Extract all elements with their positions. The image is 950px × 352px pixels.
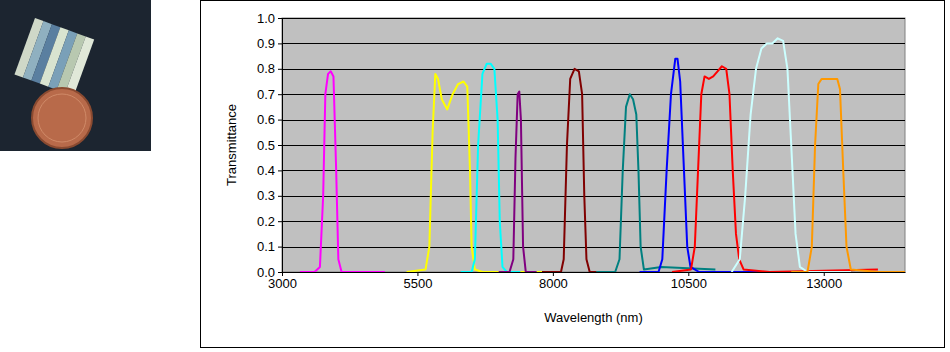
y-tick: 0.1: [257, 239, 282, 254]
grid-line: [282, 120, 905, 121]
y-tick: 0.6: [257, 112, 282, 127]
y-axis: 0.00.10.20.30.40.50.60.70.80.91.0: [257, 11, 283, 280]
y-axis-title: Transmittance: [224, 104, 239, 186]
filter-chip: [14, 18, 94, 96]
x-tick-label: 13000: [806, 276, 842, 291]
grid-line: [282, 69, 905, 70]
grid-line: [282, 43, 905, 44]
y-tick: 0.7: [257, 87, 282, 102]
y-tick: 0.9: [257, 36, 282, 51]
x-tick: 3000: [268, 272, 297, 291]
chip-stripe: [65, 36, 94, 95]
y-tick: 0.4: [257, 163, 282, 178]
y-tick-mark: [278, 170, 282, 171]
y-tick-mark: [278, 221, 282, 222]
grid-line: [282, 94, 905, 95]
coin: [32, 88, 92, 148]
series-line: [791, 79, 905, 272]
series-line: [499, 92, 537, 272]
series-line: [300, 71, 385, 272]
y-tick-mark: [278, 94, 282, 95]
y-tick-mark: [278, 272, 282, 273]
grid-line: [282, 18, 905, 19]
x-tick-label: 3000: [268, 276, 297, 291]
grid-line: [282, 145, 905, 146]
series-group: [300, 38, 905, 272]
x-axis-line: [283, 272, 906, 273]
y-tick: 0.8: [257, 61, 282, 76]
series-line: [461, 64, 521, 272]
y-tick-mark: [278, 120, 282, 121]
y-tick-label: 0.3: [257, 188, 275, 203]
grid-line: [282, 221, 905, 222]
y-tick-label: 0.2: [257, 214, 275, 229]
y-tick-mark: [278, 18, 282, 19]
y-tick-label: 0.8: [257, 61, 275, 76]
y-tick-mark: [278, 145, 282, 146]
plot-area: [282, 18, 905, 272]
x-tick-label: 10500: [671, 276, 707, 291]
coin-rim: [38, 94, 86, 142]
y-tick-label: 0.9: [257, 36, 275, 51]
y-tick: 0.3: [257, 188, 282, 203]
x-tick: 5500: [403, 272, 432, 291]
y-tick: 1.0: [257, 11, 282, 26]
x-tick-label: 5500: [403, 276, 432, 291]
y-axis-line: [282, 19, 283, 273]
y-tick-label: 0.7: [257, 87, 275, 102]
x-tick: 8000: [539, 272, 568, 291]
chart-frame: [201, 1, 945, 348]
photo-background: [0, 0, 151, 151]
chart-svg: 0.00.10.20.30.40.50.60.70.80.91.03000550…: [0, 0, 950, 352]
grid-line: [282, 170, 905, 171]
x-axis-title: Wavelength (nm): [544, 310, 643, 325]
y-tick-label: 0.4: [257, 163, 275, 178]
series-line: [542, 69, 607, 272]
x-tick: 13000: [806, 272, 842, 291]
y-tick-mark: [278, 69, 282, 70]
x-tick: 10500: [671, 272, 707, 291]
y-tick-label: 0.1: [257, 239, 275, 254]
y-tick-mark: [278, 196, 282, 197]
y-tick: 0.5: [257, 138, 282, 153]
y-tick-mark: [278, 43, 282, 44]
grid-line: [282, 196, 905, 197]
y-tick-label: 0.5: [257, 138, 275, 153]
x-axis: 3000 5500 8000 10500 13000: [268, 272, 905, 291]
series-line: [640, 59, 770, 272]
x-tick-label: 8000: [539, 276, 568, 291]
y-tick-mark: [278, 247, 282, 248]
y-tick-label: 1.0: [257, 11, 275, 26]
y-tick: 0.2: [257, 214, 282, 229]
grid-line: [282, 272, 905, 273]
photo: [0, 0, 151, 151]
grid: [282, 19, 905, 273]
y-tick-label: 0.6: [257, 112, 275, 127]
series-line: [732, 38, 851, 272]
